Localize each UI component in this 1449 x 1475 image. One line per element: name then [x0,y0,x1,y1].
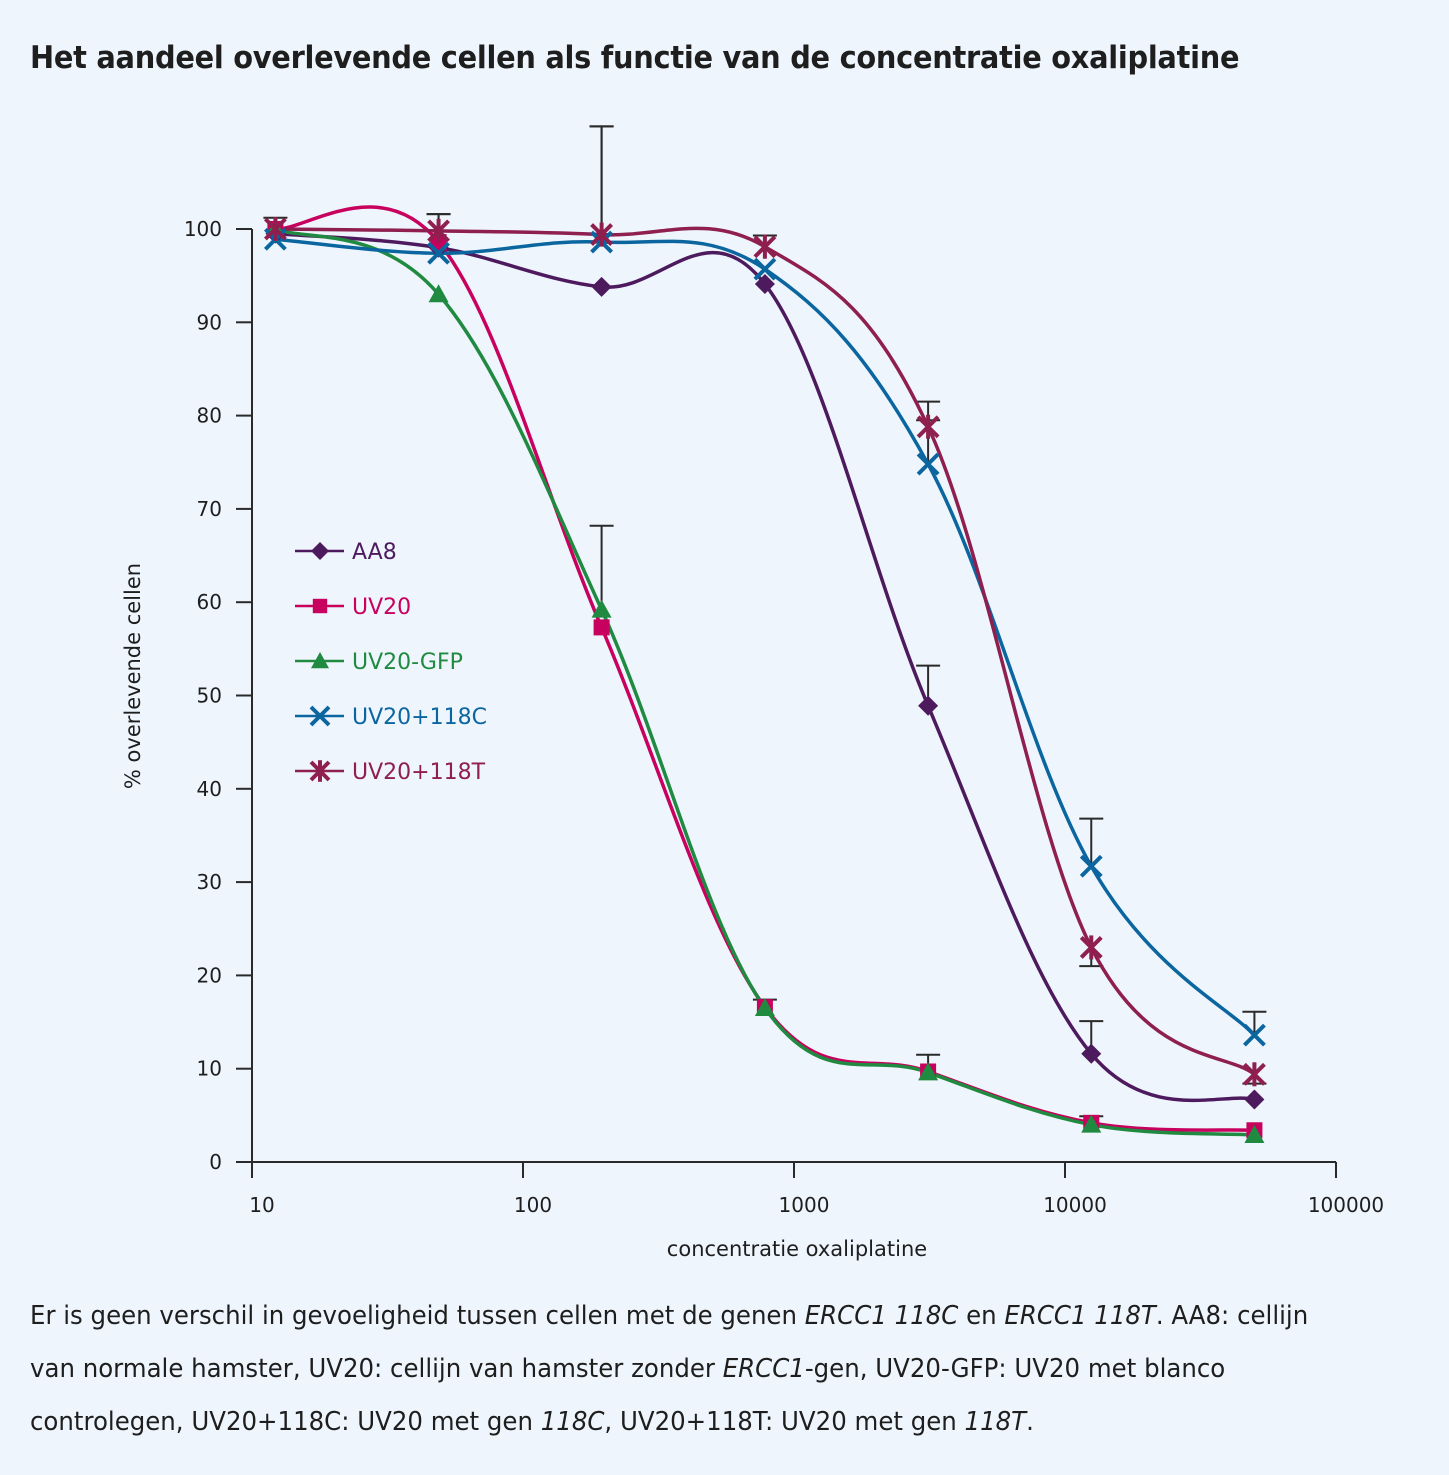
x-marker-stroke [1079,854,1103,878]
caption-italic-term: 118T [964,1407,1027,1437]
data-point-uv20-118c [427,241,450,265]
legend-label: UV20-GFP [352,650,463,675]
diamond-marker [1244,1089,1265,1110]
chart-area: 0 10 20 30 40 50 60 70 80 90 100 10 100 1000 10000 1000… [121,125,1384,1261]
data-point-aa8 [591,276,612,297]
data-point-uv20-118t [1079,935,1103,960]
legend-item-uv20-118c: UV20+118C [295,705,487,730]
data-point-aa8 [1244,1089,1265,1110]
triangle-marker [1244,1124,1265,1143]
x-axis-title: concentratie oxaliplatine [667,1237,927,1261]
data-point-uv20-118t [427,218,450,243]
x-marker-stroke [309,705,331,727]
y-axis-title: % overlevende cellen [121,563,145,789]
caption-italic-term: ERCC1 118T [1004,1301,1156,1331]
y-tick-label: 10 [197,1057,222,1081]
diamond-marker [591,276,612,297]
caption-text: -gen, UV20-GFP: UV20 met blanco controle… [30,1354,1226,1437]
data-point-uv20-gfp [428,284,449,303]
x-marker-stroke [427,241,450,265]
data-point-uv20-gfp [1244,1124,1265,1143]
x-marker-stroke [916,452,940,476]
caption-text: en [958,1301,1005,1331]
data-point-uv20-118c [916,452,940,476]
triangle-marker [754,998,775,1017]
legend-item-uv20-118t: UV20+118T [295,760,486,785]
y-tick-label: 60 [197,590,222,614]
diamond-marker [311,542,329,560]
data-point-uv20-gfp [918,1062,939,1081]
square-marker [312,598,328,614]
x-marker-stroke [1243,1023,1266,1047]
series-line-aa8 [275,231,1255,1103]
y-tick-label: 40 [197,777,222,801]
data-point-aa8 [1081,1043,1102,1064]
caption-text: . AA8: cellijn van normale hamster, UV20… [30,1301,1309,1384]
data-point-uv20 [593,619,610,636]
legend-item-uv20-gfp: UV20-GFP [295,650,463,675]
x-marker-stroke [753,257,777,281]
y-tick-label: 90 [197,310,222,334]
asterisk-icon [309,760,331,782]
x-icon [309,705,331,727]
y-tick-label: 50 [197,684,222,708]
data-point-uv20-118c [1243,1023,1266,1047]
triangle-marker [1081,1114,1102,1133]
y-tick-label: 20 [197,963,222,987]
x-tick-label: 100 [514,1193,552,1217]
caption-text: . [1026,1407,1034,1437]
series-markers [263,217,1266,1143]
diamond-icon [311,542,329,560]
y-tick-label: 100 [184,217,222,241]
data-point-aa8 [918,695,939,716]
axes: 0 10 20 30 40 50 60 70 80 90 100 10 100 1000 10000 1000… [184,217,1384,1217]
legend-item-uv20: UV20 [295,595,411,620]
chart-title: Het aandeel overlevende cellen als funct… [30,40,1240,76]
y-tick-label: 30 [197,870,222,894]
legend-label: UV20 [352,595,411,620]
data-point-uv20-gfp [754,998,775,1017]
data-point-aa8 [754,274,775,295]
caption-italic-term: ERCC1 118C [804,1301,959,1331]
data-point-uv20-118t [590,222,614,247]
y-tick-label: 0 [209,1150,222,1174]
x-tick-label: 10000 [1043,1193,1107,1217]
data-point-uv20-118t [753,234,777,259]
legend-label: UV20+118C [352,705,487,730]
data-point-uv20-118c [753,257,777,281]
data-point-uv20-118t [1243,1062,1266,1087]
triangle-marker [591,599,612,618]
x-tick-label: 1000 [779,1193,830,1217]
legend: AA8 UV20 UV20-GFP UV20+118C UV20+118T [295,540,487,785]
triangle-icon [311,652,329,669]
data-point-uv20-118t [916,414,940,439]
diamond-marker [918,695,939,716]
diamond-marker [1081,1043,1102,1064]
caption-italic-term: 118C [540,1407,605,1437]
legend-item-aa8: AA8 [295,540,397,565]
triangle-marker [428,284,449,303]
x-tick-label: 100000 [1308,1193,1384,1217]
y-tick-label: 70 [197,497,222,521]
x-tick-label: 10 [249,1193,274,1217]
caption-text: , UV20+118T: UV20 met gen [604,1407,965,1437]
legend-label: UV20+118T [352,760,486,785]
diamond-marker [754,274,775,295]
caption-text: Er is geen verschil in gevoeligheid tuss… [30,1301,805,1331]
data-point-uv20-118c [1079,854,1103,878]
square-icon [312,598,328,614]
triangle-marker [918,1062,939,1081]
data-point-uv20-gfp [591,599,612,618]
figure-caption: Er is geen verschil in gevoeligheid tuss… [30,1290,1346,1449]
series-line-uv20-118c [275,237,1256,1037]
triangle-marker [311,652,329,669]
data-point-uv20-gfp [1081,1114,1102,1133]
data-point-uv20-118t [263,217,287,241]
caption-italic-term: ERCC1 [722,1354,805,1384]
square-marker [593,619,610,636]
y-tick-label: 80 [197,404,222,428]
legend-label: AA8 [352,540,397,565]
